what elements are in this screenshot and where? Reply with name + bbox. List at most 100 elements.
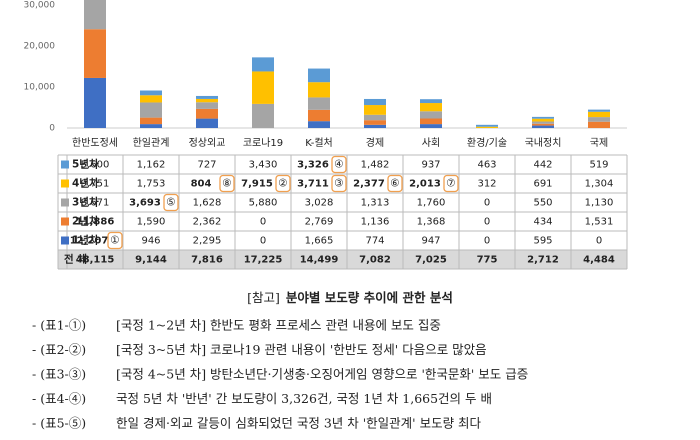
table-cell: 3,430 (249, 160, 278, 171)
x-tick-label: 한일관계 (133, 137, 170, 149)
table-cell: 1,760 (417, 198, 446, 209)
table-cell: 442 (533, 160, 552, 171)
table-cell: 12,207 (70, 236, 109, 247)
annotation-box (331, 155, 347, 174)
total-cell: 17,225 (244, 255, 283, 266)
bar-segment (308, 109, 330, 122)
row-label: 2년차 (72, 215, 99, 228)
annotation: ① (110, 235, 119, 247)
bar-segment (532, 121, 554, 124)
bar-segment (364, 120, 386, 125)
table-cell: 1,531 (585, 217, 614, 228)
table-cell: 9,751 (81, 179, 110, 190)
total-cell: 775 (477, 255, 498, 266)
table-cell: 1,162 (137, 160, 166, 171)
table-cell: 5,600 (81, 160, 110, 171)
bar-segment (364, 105, 386, 115)
x-tick-label: 경제 (366, 136, 384, 149)
table-cell: 937 (421, 160, 440, 171)
bar-segment (420, 99, 442, 104)
table-cell: 519 (589, 160, 608, 171)
bar-segment (476, 124, 498, 127)
bar-segment (140, 124, 162, 128)
table-cell: 1,368 (417, 217, 446, 228)
x-tick-label: 환경/기술 (467, 136, 507, 149)
total-cell: 7,082 (359, 255, 391, 266)
annotation: ⑦ (446, 178, 455, 190)
table-cell: 727 (197, 160, 216, 171)
note-text: [국정 1~2년 차] 한반도 평화 프로세스 관련 내용에 보도 집중 (116, 318, 441, 333)
row-label: 1년차 (72, 234, 99, 247)
bar-segment (252, 71, 274, 104)
table-cell: 0 (260, 236, 266, 247)
total-cell: 7,816 (191, 255, 223, 266)
annotation-box (107, 231, 123, 250)
bar-segment (588, 121, 610, 128)
table-cell: 0 (484, 236, 490, 247)
table-cell: 0 (596, 236, 602, 247)
x-tick-label: 국내정치 (525, 137, 562, 149)
annotation: ⑥ (390, 178, 399, 190)
table-cell: 1,136 (361, 217, 390, 228)
bar-segment (252, 57, 274, 72)
bar-segment (588, 111, 610, 118)
table-cell: 5,880 (249, 198, 278, 209)
note-marker: - (표3-③) (32, 367, 86, 382)
bar-segment (196, 108, 218, 119)
table-cell: 11,886 (76, 217, 115, 228)
bar-segment (140, 102, 162, 118)
note-marker: - (표1-①) (32, 318, 86, 333)
bar-segment (196, 95, 218, 99)
bar-segment (308, 68, 330, 83)
table-cell: 946 (141, 236, 160, 247)
x-tick-label: K-컬처 (305, 136, 333, 149)
table-cell: 0 (484, 198, 490, 209)
notes-title-text: 분야별 보도량 추이에 관한 분석 (286, 290, 453, 305)
annotation: ④ (334, 159, 343, 171)
annotation-box (443, 174, 459, 193)
y-tick-label: 0 (49, 124, 55, 134)
row-label: 5년차 (72, 158, 99, 171)
bar-segment (420, 111, 442, 119)
y-tick-label: 30,000 (24, 1, 56, 11)
annotation-box (331, 174, 347, 193)
bar-segment (532, 125, 554, 128)
bar-segment (532, 118, 554, 122)
bar-segment (420, 118, 442, 125)
note-marker: - (표5-⑤) (32, 416, 86, 431)
table-cell: 3,711 (297, 179, 329, 190)
total-cell: 14,499 (300, 255, 339, 266)
table-cell: 804 (191, 179, 212, 190)
total-cell: 9,144 (135, 255, 167, 266)
table-cell: 1,304 (585, 179, 614, 190)
y-tick-label: 10,000 (24, 83, 56, 93)
total-cell: 2,712 (527, 255, 559, 266)
bar-segment (308, 97, 330, 110)
annotation: ③ (334, 178, 343, 190)
bar-segment (140, 117, 162, 125)
annotation-box (163, 193, 179, 212)
annotation-box (219, 174, 235, 193)
table-cell: 0 (484, 217, 490, 228)
bar-segment (252, 103, 274, 128)
table-cell: 7,915 (241, 179, 273, 190)
table-cell: 3,028 (305, 198, 334, 209)
note-text: 국정 5년 차 '반년' 간 보도량이 3,326건, 국정 1년 차 1,66… (116, 391, 492, 406)
table-cell: 2,362 (193, 217, 222, 228)
bar-segment (196, 102, 218, 109)
bar-segment (588, 117, 610, 122)
bar-segment (532, 123, 554, 126)
annotation: ⑧ (222, 178, 231, 190)
table-cell: 947 (421, 236, 440, 247)
notes-title: [참고] 분야별 보도량 추이에 관한 분석 (247, 290, 453, 305)
bar-segment (308, 121, 330, 128)
bar-segment (420, 124, 442, 128)
annotation: ⑤ (166, 197, 175, 209)
bar-segment (140, 95, 162, 103)
note-text: [국정 4~5년 차] 방탄소년단·기생충·오징어게임 영향으로 '한국문화' … (116, 367, 528, 382)
table-cell: 1,482 (361, 160, 390, 171)
bar-segment (84, 77, 106, 128)
table-cell: 0 (260, 217, 266, 228)
row-label: 3년차 (72, 196, 99, 209)
